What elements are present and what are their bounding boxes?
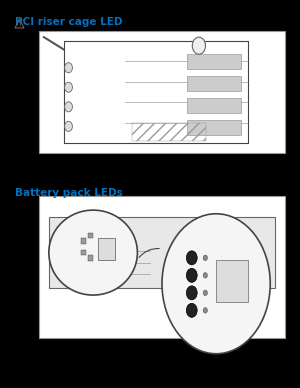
- Circle shape: [192, 37, 206, 54]
- Bar: [88, 233, 93, 238]
- Circle shape: [186, 303, 197, 317]
- Bar: [49, 217, 275, 288]
- Circle shape: [203, 290, 208, 296]
- Ellipse shape: [49, 210, 137, 295]
- Text: !: !: [18, 23, 21, 27]
- Bar: [187, 98, 241, 113]
- Bar: [216, 260, 248, 302]
- Circle shape: [186, 268, 197, 282]
- Circle shape: [64, 102, 72, 112]
- FancyBboxPatch shape: [39, 196, 285, 338]
- Bar: [187, 54, 241, 69]
- Circle shape: [203, 255, 208, 261]
- FancyArrowPatch shape: [139, 248, 159, 258]
- Circle shape: [203, 272, 208, 278]
- Circle shape: [186, 286, 197, 300]
- Circle shape: [203, 308, 208, 313]
- Circle shape: [64, 82, 72, 92]
- Circle shape: [64, 121, 72, 132]
- Bar: [187, 120, 241, 135]
- FancyBboxPatch shape: [39, 31, 285, 153]
- Bar: [81, 250, 86, 255]
- Circle shape: [186, 251, 197, 265]
- Bar: [88, 255, 93, 261]
- Circle shape: [64, 63, 72, 73]
- Bar: [133, 123, 206, 141]
- Bar: [187, 76, 241, 91]
- Text: Battery pack LEDs: Battery pack LEDs: [15, 188, 123, 198]
- Bar: [81, 238, 86, 244]
- Text: PCI riser cage LED: PCI riser cage LED: [15, 17, 122, 28]
- Circle shape: [162, 214, 270, 354]
- Bar: [98, 238, 115, 260]
